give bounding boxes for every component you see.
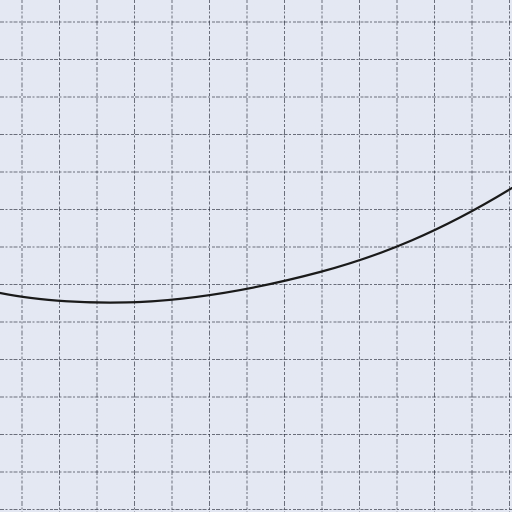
drawn-curve <box>0 186 512 304</box>
